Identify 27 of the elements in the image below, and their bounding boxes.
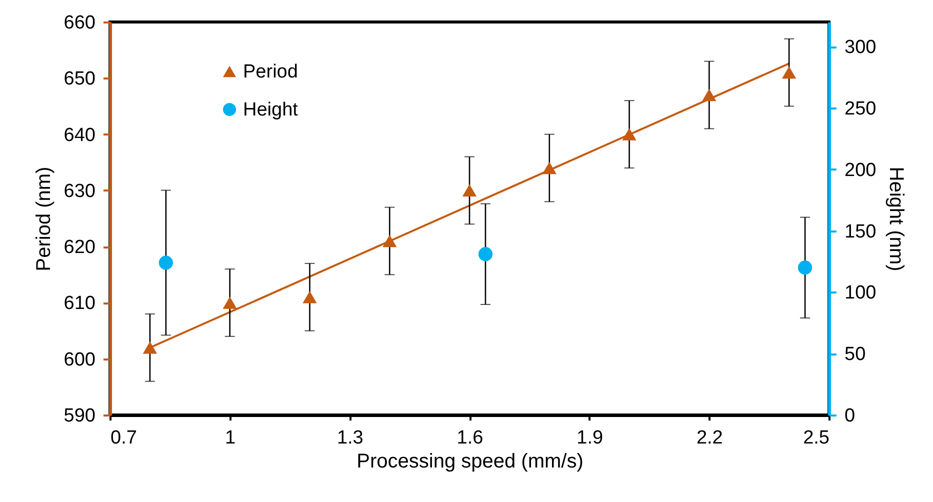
x-tick-label: 1 <box>225 428 236 448</box>
y2-tick-label: 300 <box>844 37 876 58</box>
y2-axis-title: Height (nm) <box>885 166 908 272</box>
y-tick-label: 660 <box>64 12 96 34</box>
x-tick-label: 2.2 <box>696 428 723 448</box>
y-tick-label: 640 <box>64 124 96 146</box>
y-axis-title: Period (nm) <box>32 166 55 272</box>
legend-label: Height <box>243 100 299 120</box>
x-tick-label: 1.9 <box>576 428 604 448</box>
y2-tick-label: 50 <box>844 344 866 366</box>
x-tick-label: 2.5 <box>803 428 830 448</box>
y-tick-label: 600 <box>64 349 96 370</box>
y2-tick-label: 150 <box>844 221 876 242</box>
x-axis-title: Processing speed (mm/s) <box>356 450 584 472</box>
y-tick-label: 610 <box>64 293 96 314</box>
x-tick-label: 0.7 <box>110 428 137 448</box>
x-tick-label: 1.3 <box>336 428 364 448</box>
y2-tick-label: 0 <box>844 406 856 426</box>
y-tick-label: 630 <box>64 180 96 202</box>
y-tick-label: 650 <box>64 68 96 90</box>
x-tick-label: 1.6 <box>456 428 484 448</box>
y2-tick-label: 200 <box>844 160 876 181</box>
y2-tick-label: 100 <box>844 282 876 304</box>
y2-tick-label: 250 <box>844 98 876 120</box>
y-tick-label: 590 <box>64 406 96 426</box>
legend-label: Period <box>243 62 298 82</box>
y-tick-label: 620 <box>64 237 96 258</box>
